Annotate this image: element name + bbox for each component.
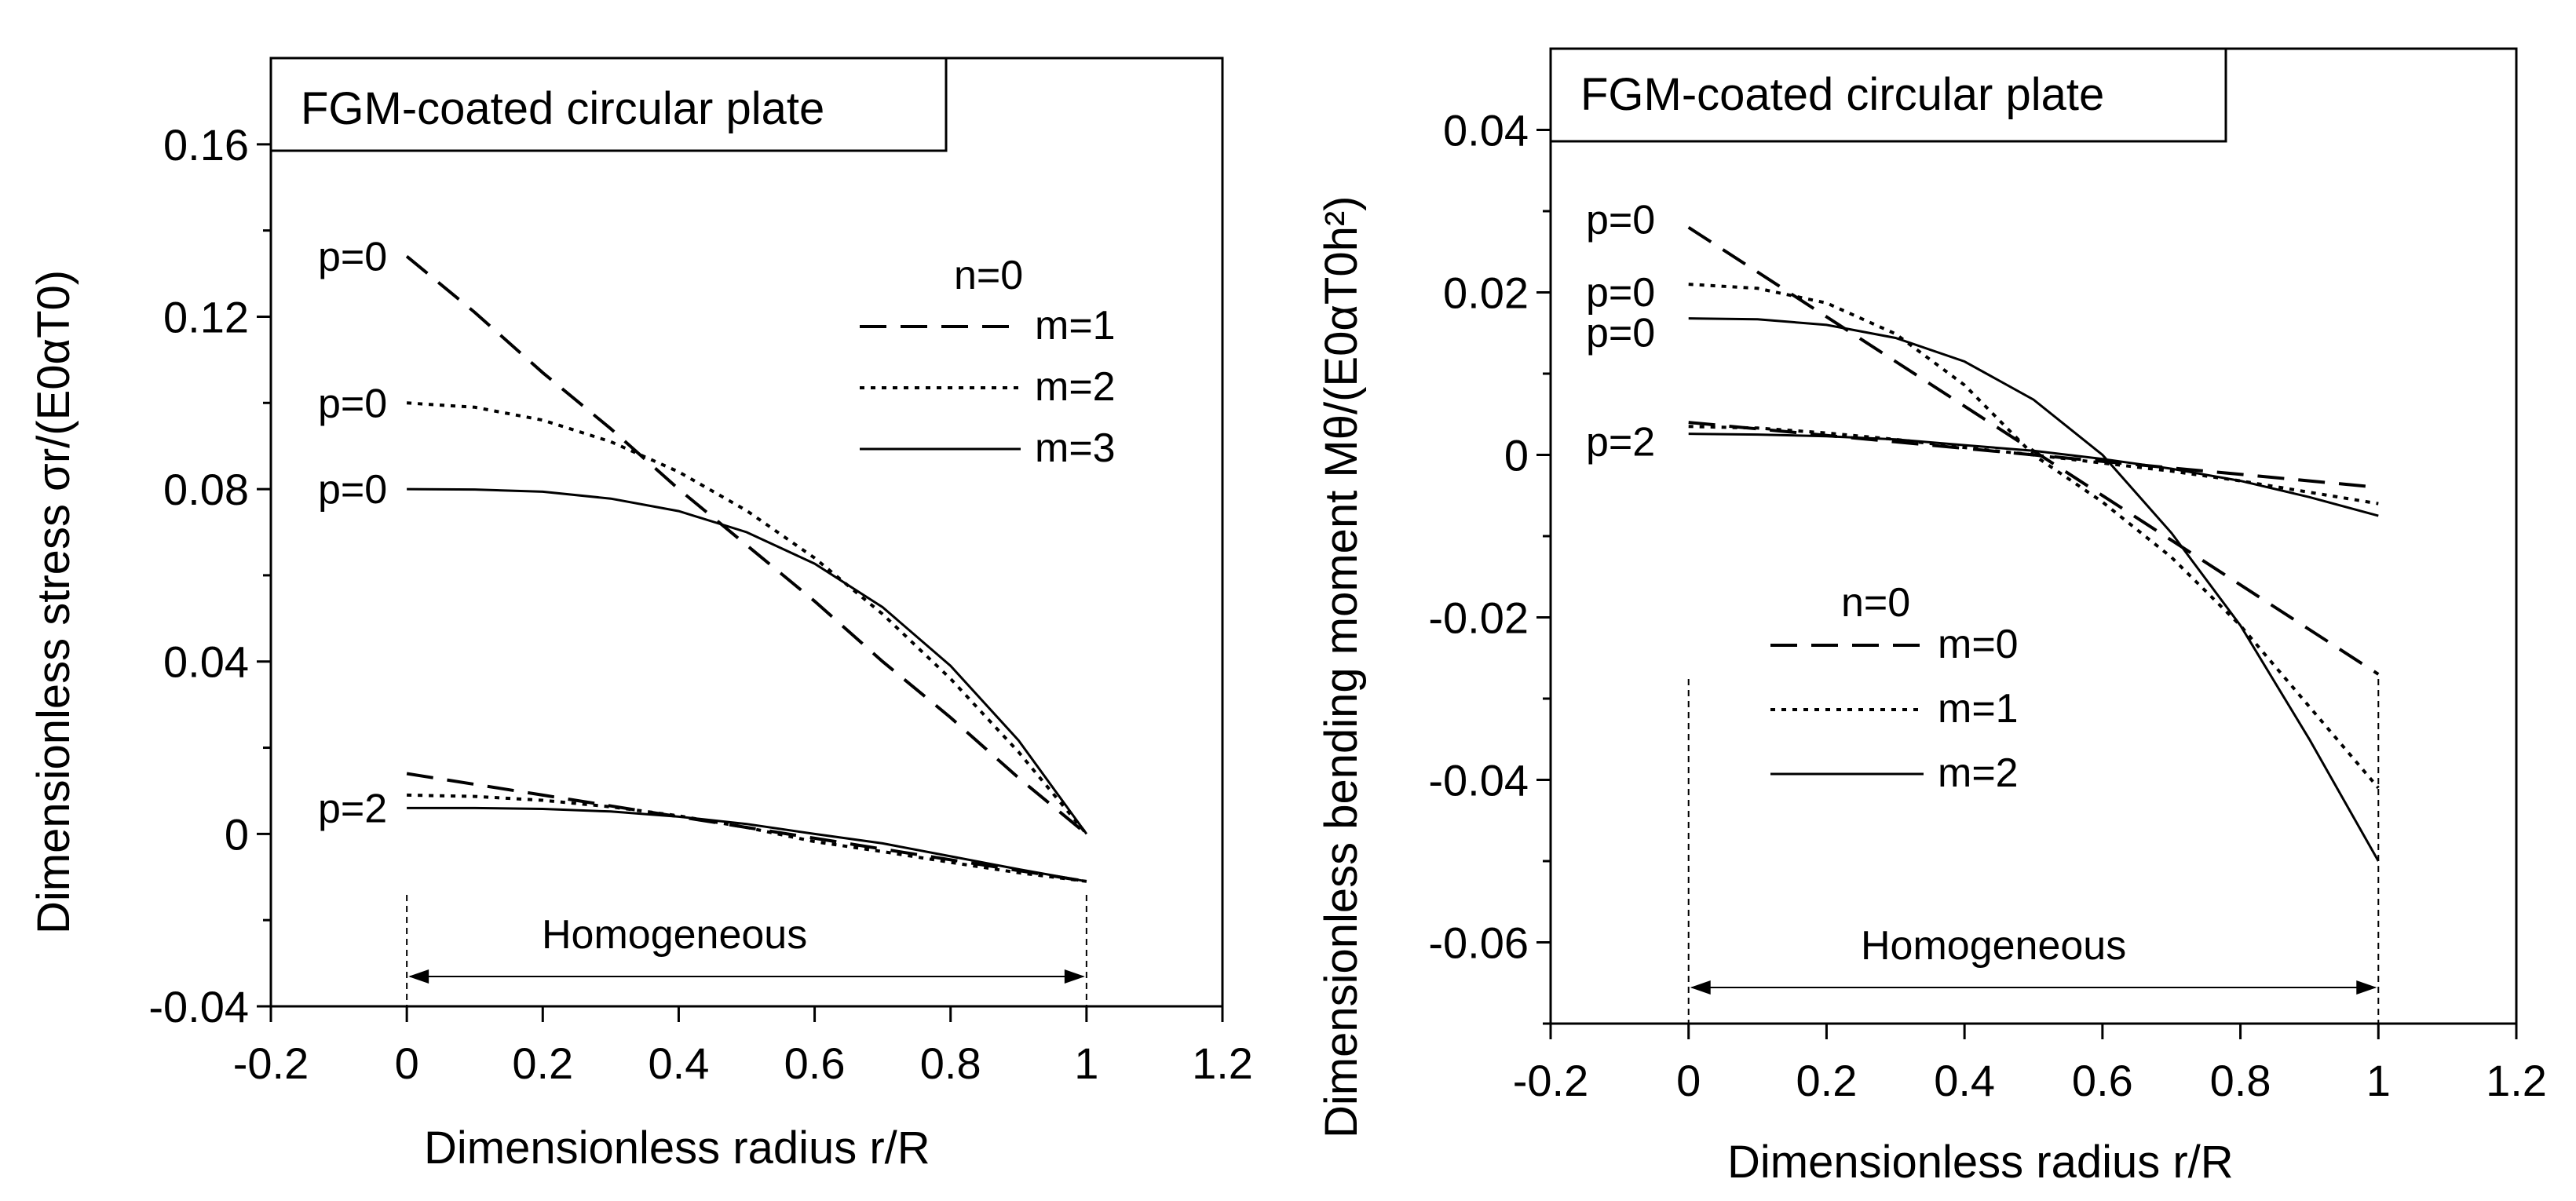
y-tick-label: 0.16 [163,120,249,170]
arrow-head-right [2356,980,2377,995]
x-tick-label: 0 [395,1039,419,1088]
y-tick-label: 0 [1504,431,1529,480]
series-line-m=2-p=2 [1688,433,2379,517]
chart-bending-moment: -0.06 -0.04 -0.02 0 0.02 0.04 -0.2 0 0.2 0.4 0.6 0… [1316,47,2547,1188]
series-line-m=1-p=0 [1688,283,2380,790]
x-axis: -0.2 0 0.2 0.4 0.6 0.8 1 1.2 [233,1006,1253,1088]
x-axis-label: Dimensionless radius r/R [424,1123,930,1174]
y-axis: -0.04 0 0.04 0.08 0.12 0.16 [148,120,271,1031]
chart-stress: -0.04 0 0.04 0.08 0.12 0.16 -0.2 0 0.2 0.4 0.6 0.8… [28,57,1253,1174]
legend-entry: m=2 [1035,364,1116,410]
title-box [269,57,948,152]
homogeneous-marker [1687,679,2380,1024]
series-line-m=2-p=0 [1688,317,2380,862]
x-tick-label: 0.4 [1934,1056,1995,1105]
chart-title: FGM-coated circular plate [301,83,824,134]
legend-entry: m=0 [1938,622,2019,667]
y-tick-label: 0.12 [163,292,249,341]
region-label: Homogeneous [1861,923,2126,969]
x-axis: -0.2 0 0.2 0.4 0.6 0.8 1 1.2 [1513,1024,2547,1105]
y-axis-label: Dimensionless bending moment Mθ/(E0αT0h²… [1316,196,1367,1138]
y-tick-label: 0.04 [163,637,249,687]
chart-title: FGM-coated circular plate [1580,69,2104,120]
series-line-m=2-p=2 [407,793,1087,883]
plot-frame [1549,47,2518,1025]
series-group [1687,226,2380,862]
curve-label: p=0 [1586,198,1655,243]
region-label: Homogeneous [542,912,807,958]
y-tick-label: 0.02 [1443,268,1529,318]
x-tick-label: -0.2 [233,1039,309,1088]
x-axis-label: Dimensionless radius r/R [1727,1137,2234,1188]
x-tick-label: 0.8 [2210,1056,2271,1105]
legend: m=1 m=2 m=3 [860,303,1116,471]
x-tick-label: 0 [1676,1056,1701,1105]
x-tick-label: 0.6 [784,1039,846,1088]
series-line-m=0-p=2 [1688,421,2379,489]
x-tick-label: -0.2 [1513,1056,1589,1105]
y-tick-label: -0.02 [1428,593,1529,643]
arrow-head-left [1690,980,1711,995]
curve-label: p=0 [318,235,387,280]
curve-label: p=2 [1586,420,1655,465]
y-tick-label: 0.04 [1443,106,1529,155]
x-tick-label: 1 [1074,1039,1098,1088]
x-tick-label: 0.2 [512,1039,573,1088]
x-tick-label: 0.8 [920,1039,981,1088]
curve-label: p=0 [1586,311,1655,356]
y-tick-label: 0 [225,809,249,859]
curve-label: p=0 [318,467,387,513]
x-tick-label: 0.6 [2072,1056,2133,1105]
legend-entry: m=3 [1035,425,1116,471]
legend-entry: m=1 [1035,303,1116,349]
legend-title: n=0 [954,253,1023,298]
x-tick-label: 0.2 [1796,1056,1857,1105]
curve-labels: p=0 p=0 p=0 p=2 [318,235,387,832]
series-line-m=3-p=0 [407,487,1088,835]
legend-title: n=0 [1841,580,1910,626]
y-tick-label: -0.06 [1428,918,1529,968]
arrow-head-right [1064,969,1085,984]
curve-labels: p=0p=0p=0p=2 [1586,198,1655,465]
y-tick-label: 0.08 [163,465,249,514]
series-group [405,255,1088,883]
y-tick-label: -0.04 [148,982,249,1031]
title-box [1549,47,2227,143]
legend-entry: m=2 [1938,750,2019,796]
series-line-m=2-p=0 [406,401,1088,835]
series-line-m=1-p=2 [1688,425,2379,506]
homogeneous-marker [406,895,1087,1006]
curve-label: p=0 [1586,270,1655,316]
legend: m=0 m=1 m=2 [1770,622,2019,796]
curve-label: p=2 [318,786,387,831]
series-line-m=1-p=0 [405,255,1088,835]
curve-label: p=0 [318,381,387,426]
y-axis: -0.06 -0.04 -0.02 0 0.02 0.04 [1428,106,1551,1025]
y-tick-label: -0.04 [1428,756,1529,805]
x-tick-label: 0.4 [648,1039,709,1088]
x-tick-label: 1.2 [1192,1039,1253,1088]
x-tick-label: 1.2 [2486,1056,2547,1105]
y-axis-label: Dimensionless stress σr/(E0αT0) [28,270,79,934]
series-line-m=3-p=2 [407,806,1087,883]
arrow-head-left [408,969,429,984]
legend-entry: m=1 [1938,686,2019,732]
x-tick-label: 1 [2366,1056,2391,1105]
